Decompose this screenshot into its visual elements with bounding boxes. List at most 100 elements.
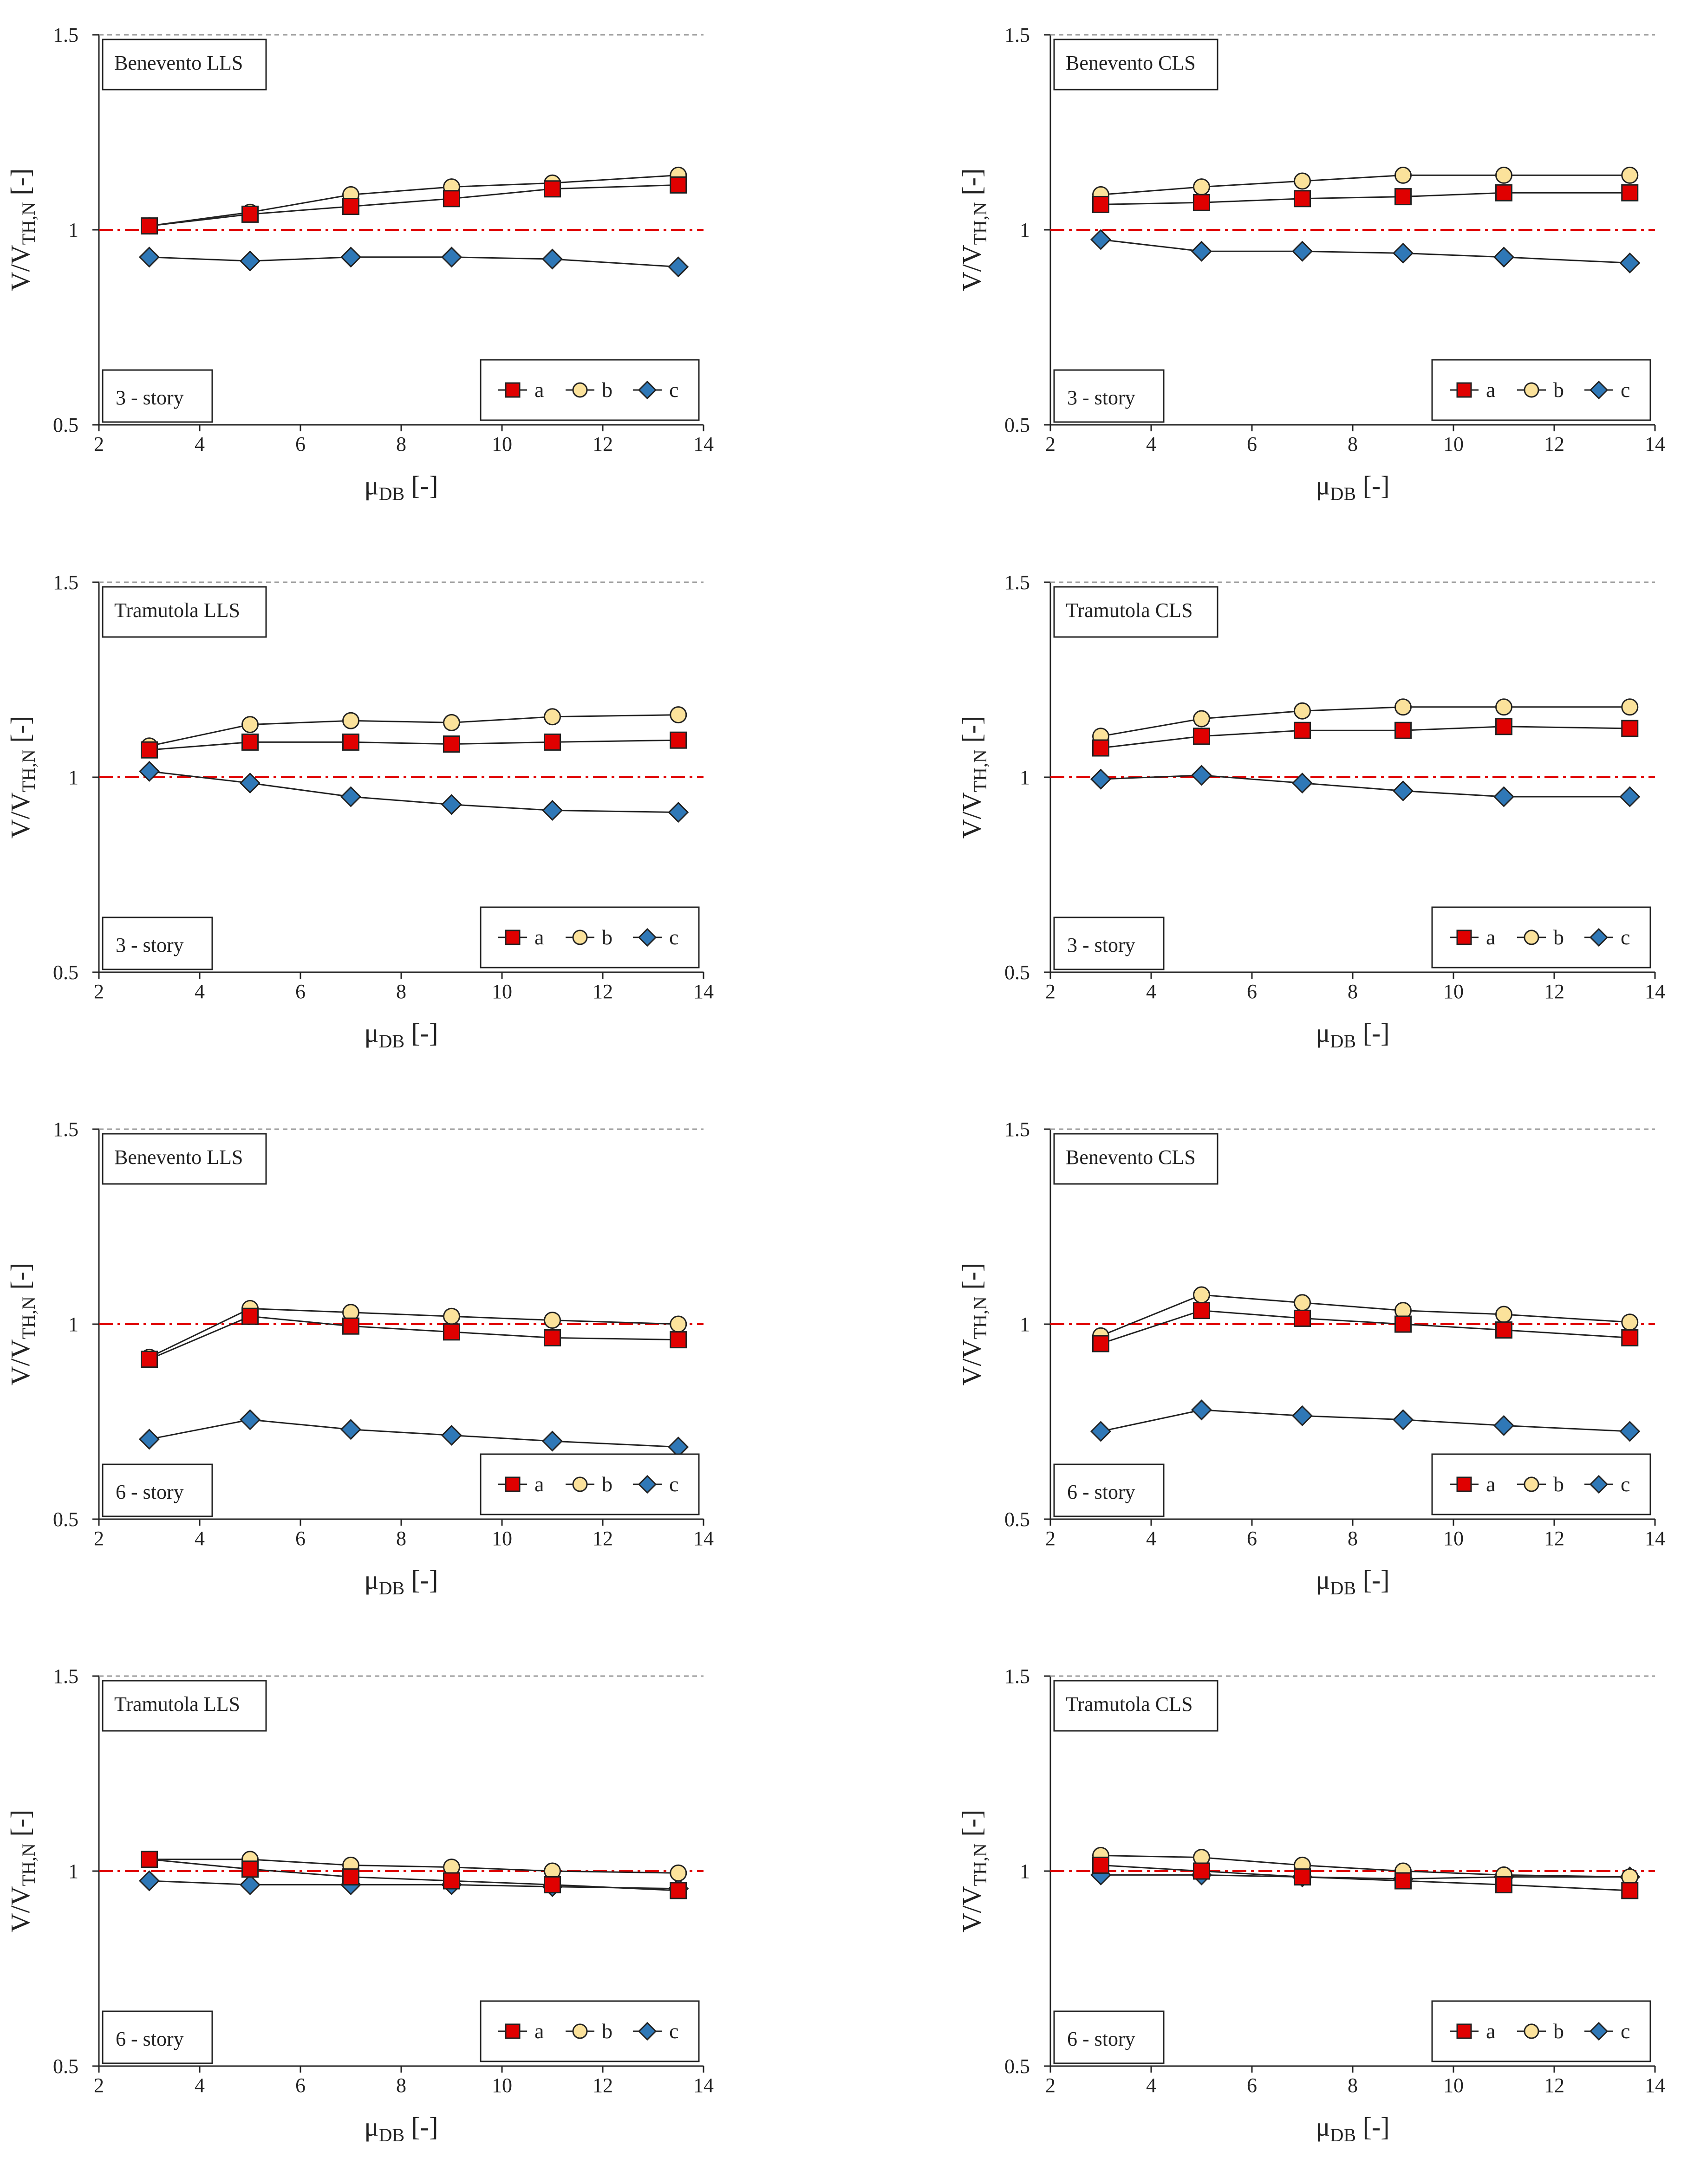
legend: a b c	[480, 1453, 700, 1515]
panel-title-frame	[1053, 39, 1218, 91]
series-a-point	[241, 205, 259, 223]
series-b-line	[149, 1859, 678, 1874]
series-c-line	[1101, 774, 1630, 798]
panel-title-box: Tramutola LLS	[102, 586, 267, 638]
y-axis-title-main: V/V	[5, 1886, 35, 1932]
y-axis-title: V/VTH,N [-]	[5, 1810, 39, 1933]
panel-title-box: Benevento LLS	[102, 39, 267, 91]
legend-b-marker	[572, 1476, 588, 1492]
story-note-frame	[102, 2010, 213, 2064]
panel-title-frame	[102, 1680, 267, 1732]
series-a-line	[149, 184, 678, 227]
legend-a-label: a	[1486, 925, 1495, 949]
series-a-point	[544, 733, 561, 751]
series-b-point	[1294, 1294, 1311, 1312]
series-b-point	[342, 712, 359, 729]
panel-title-frame	[1053, 586, 1218, 638]
y-axis-title: V/VTH,N [-]	[957, 169, 990, 292]
x-axis-title-main: μ	[364, 1018, 378, 1048]
x-tick-label: 14	[1645, 2074, 1665, 2097]
legend-a-marker	[505, 1476, 521, 1492]
x-tick-label: 12	[593, 2074, 613, 2097]
series-a-point	[1394, 1872, 1412, 1890]
panel-title-box: Benevento CLS	[1053, 39, 1218, 91]
series-c-point	[239, 1409, 261, 1430]
y-tick-label: 1	[68, 219, 78, 241]
panel-title-frame	[1053, 1680, 1218, 1732]
story-note: 6 - story	[116, 1481, 184, 1503]
series-a-point	[443, 735, 460, 753]
panel-title-frame	[102, 39, 267, 91]
series-a-line	[1101, 1864, 1630, 1892]
story-note-box: 6 - story	[1053, 1463, 1165, 1517]
y-axis-title-sub: TH,N	[18, 749, 39, 792]
panel-title-box: Tramutola CLS	[1053, 1680, 1218, 1732]
y-axis-title-unit: [-]	[957, 716, 987, 749]
y-axis-title: V/VTH,N [-]	[5, 1263, 39, 1386]
x-axis-title-sub: DB	[379, 1031, 405, 1052]
series-a-point	[241, 1307, 259, 1325]
legend-a-label: a	[1486, 2019, 1495, 2043]
series-c-point	[668, 802, 689, 823]
series-c-point	[340, 247, 362, 268]
series-b-point	[1495, 1306, 1512, 1323]
x-tick-label: 6	[1247, 2074, 1257, 2097]
series-a-point	[241, 733, 259, 751]
series-b-line	[1101, 706, 1630, 737]
legend-c-marker	[1589, 928, 1609, 947]
series-a-point	[1092, 1335, 1109, 1352]
legend-c-label: c	[669, 925, 678, 949]
y-tick-label: 0.5	[53, 2055, 78, 2078]
series-c-line	[1101, 239, 1630, 264]
x-tick-label: 14	[1645, 433, 1665, 455]
series-c-point	[541, 800, 563, 821]
legend: a b c	[1431, 359, 1651, 421]
series-b-point	[544, 1312, 561, 1329]
story-note-frame	[102, 369, 213, 423]
legend-b-marker	[572, 382, 588, 398]
y-tick-label: 1.5	[1004, 571, 1030, 594]
series-b-point	[1193, 1286, 1210, 1304]
story-note: 3 - story	[116, 386, 184, 409]
series-c-point	[1291, 773, 1313, 794]
y-axis-title: V/VTH,N [-]	[957, 716, 990, 839]
legend-a-marker	[505, 2023, 521, 2039]
legend: a b c	[480, 359, 700, 421]
x-tick-label: 2	[1045, 1527, 1055, 1550]
story-note: 6 - story	[116, 2028, 184, 2050]
series-c-point	[1493, 786, 1515, 807]
legend-b-marker	[1524, 2023, 1539, 2039]
x-axis-title: μDB [-]	[364, 470, 438, 504]
x-axis-title-unit: [-]	[1356, 2112, 1389, 2142]
panel-title: Tramutola LLS	[114, 1693, 240, 1716]
panel-title: Benevento CLS	[1066, 52, 1196, 74]
x-tick-label: 8	[1348, 980, 1358, 1003]
x-tick-label: 4	[1146, 2074, 1156, 2097]
series-a-point	[1294, 190, 1311, 208]
series-c-line	[1101, 1874, 1630, 1880]
x-tick-label: 12	[1544, 433, 1564, 455]
panel-title: Benevento CLS	[1066, 1146, 1196, 1169]
x-tick-label: 8	[1348, 1527, 1358, 1550]
series-a-point	[544, 180, 561, 198]
x-tick-label: 12	[593, 980, 613, 1003]
series-a-point	[1294, 722, 1311, 739]
y-axis-title-main: V/V	[957, 1886, 987, 1932]
story-note: 6 - story	[1067, 2028, 1135, 2050]
x-axis-title-main: μ	[364, 2112, 378, 2142]
series-a-line	[149, 1315, 678, 1360]
panel-title: Benevento LLS	[114, 52, 243, 74]
series-a-point	[141, 1351, 158, 1368]
series-a-point	[1294, 1309, 1311, 1327]
legend: a b c	[1431, 1453, 1651, 1515]
series-c-point	[1619, 252, 1641, 273]
legend-b-marker	[572, 2023, 588, 2039]
series-a-point	[1294, 1868, 1311, 1886]
y-axis-title: V/VTH,N [-]	[957, 1810, 990, 1933]
x-tick-label: 14	[693, 2074, 714, 2097]
series-c-point	[138, 247, 160, 268]
y-tick-label: 1.5	[1004, 1118, 1030, 1141]
series-c-point	[441, 1424, 463, 1446]
legend: a b c	[1431, 2000, 1651, 2062]
